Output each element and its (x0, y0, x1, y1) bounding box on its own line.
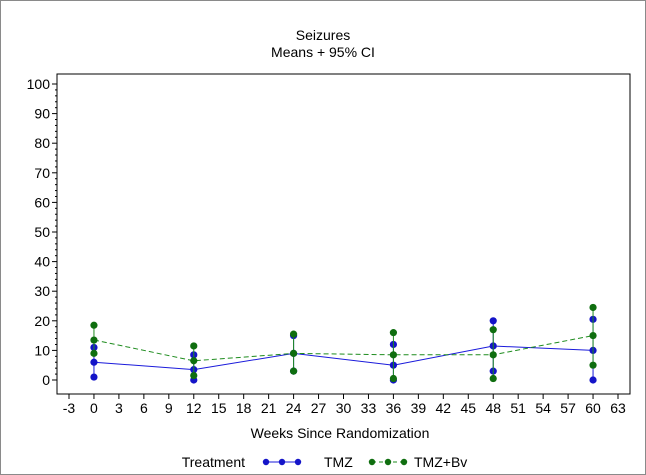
data-point (289, 349, 298, 357)
legend-swatch-marker (278, 458, 286, 466)
data-point (489, 326, 497, 334)
data-point (190, 357, 198, 365)
data-point (489, 374, 497, 383)
data-point (190, 342, 198, 350)
data-point (90, 336, 98, 344)
y-tick-label: 40 (34, 254, 50, 270)
x-tick-label: 39 (411, 400, 427, 416)
x-tick-label: 0 (90, 400, 98, 416)
y-tick-label: 90 (34, 106, 50, 122)
x-tick-label: 24 (286, 400, 302, 416)
data-point (489, 317, 497, 325)
data-point (90, 321, 98, 329)
x-axis-label: Weeks Since Randomization (251, 425, 430, 441)
x-tick-label: 60 (585, 400, 601, 416)
x-tick-label: 15 (211, 400, 227, 416)
y-tick-label: 30 (34, 283, 50, 299)
x-axis: -3 0 3 6 9 12 15 18 21 24 27 30 33 36 39 42 45 48 51 54 57 60… (63, 394, 626, 416)
y-tick-label: 100 (27, 76, 51, 92)
data-point (190, 371, 198, 380)
data-point (389, 351, 398, 359)
chart-title: Seizures (296, 27, 350, 43)
legend-label: TMZ+Bv (414, 454, 467, 470)
x-tick-label: 42 (436, 400, 452, 416)
legend-label: TMZ (324, 454, 353, 470)
x-tick-label: 21 (261, 400, 277, 416)
series-line (93, 335, 594, 362)
x-tick-label: -3 (63, 400, 76, 416)
series-TMZ (90, 315, 597, 384)
y-tick-label: 20 (34, 313, 50, 329)
data-point (289, 330, 298, 338)
data-point (489, 351, 497, 359)
y-tick-label: 50 (34, 224, 50, 240)
data-point (589, 303, 597, 312)
data-point (389, 329, 398, 337)
x-tick-label: 54 (535, 400, 551, 416)
data-point (589, 376, 597, 384)
series-group (90, 303, 597, 384)
data-point (90, 373, 98, 381)
legend-swatch-marker (384, 458, 392, 466)
data-point (90, 358, 98, 366)
plot-area (56, 73, 631, 395)
x-tick-label: 12 (186, 400, 202, 416)
y-tick-label: 10 (34, 342, 50, 358)
x-tick-label: 45 (460, 400, 476, 416)
y-tick-label: 80 (34, 135, 50, 151)
legend-swatch-marker (368, 458, 376, 466)
y-tick-label: 0 (42, 372, 50, 388)
x-tick-label: 6 (140, 400, 148, 416)
data-point (589, 361, 597, 369)
series-line (93, 345, 594, 371)
x-tick-label: 9 (165, 400, 173, 416)
legend-swatch-marker (294, 458, 302, 466)
x-tick-label: 48 (485, 400, 501, 416)
legend-title: Treatment (182, 454, 245, 470)
x-tick-label: 30 (336, 400, 352, 416)
data-point (90, 349, 98, 357)
series-TMZ+Bv (90, 303, 597, 383)
x-tick-label: 33 (361, 400, 377, 416)
x-tick-label: 27 (311, 400, 327, 416)
x-tick-label: 18 (236, 400, 252, 416)
data-point (289, 367, 298, 375)
y-tick-label: 70 (34, 165, 50, 181)
x-tick-label: 63 (610, 400, 626, 416)
x-tick-label: 57 (560, 400, 576, 416)
y-tick-label: 60 (34, 194, 50, 210)
legend-swatch-marker (262, 458, 270, 466)
legend-swatch-marker (400, 458, 408, 466)
y-axis: 0 10 20 30 40 50 60 70 80 90 100 (27, 76, 57, 388)
chart-subtitle: Means + 95% CI (271, 44, 375, 60)
x-tick-label: 36 (386, 400, 402, 416)
x-tick-label: 3 (115, 400, 123, 416)
data-point (589, 332, 597, 340)
data-point (389, 374, 398, 383)
x-tick-label: 51 (510, 400, 526, 416)
legend: Treatment TMZ TMZ+Bv (182, 454, 468, 470)
